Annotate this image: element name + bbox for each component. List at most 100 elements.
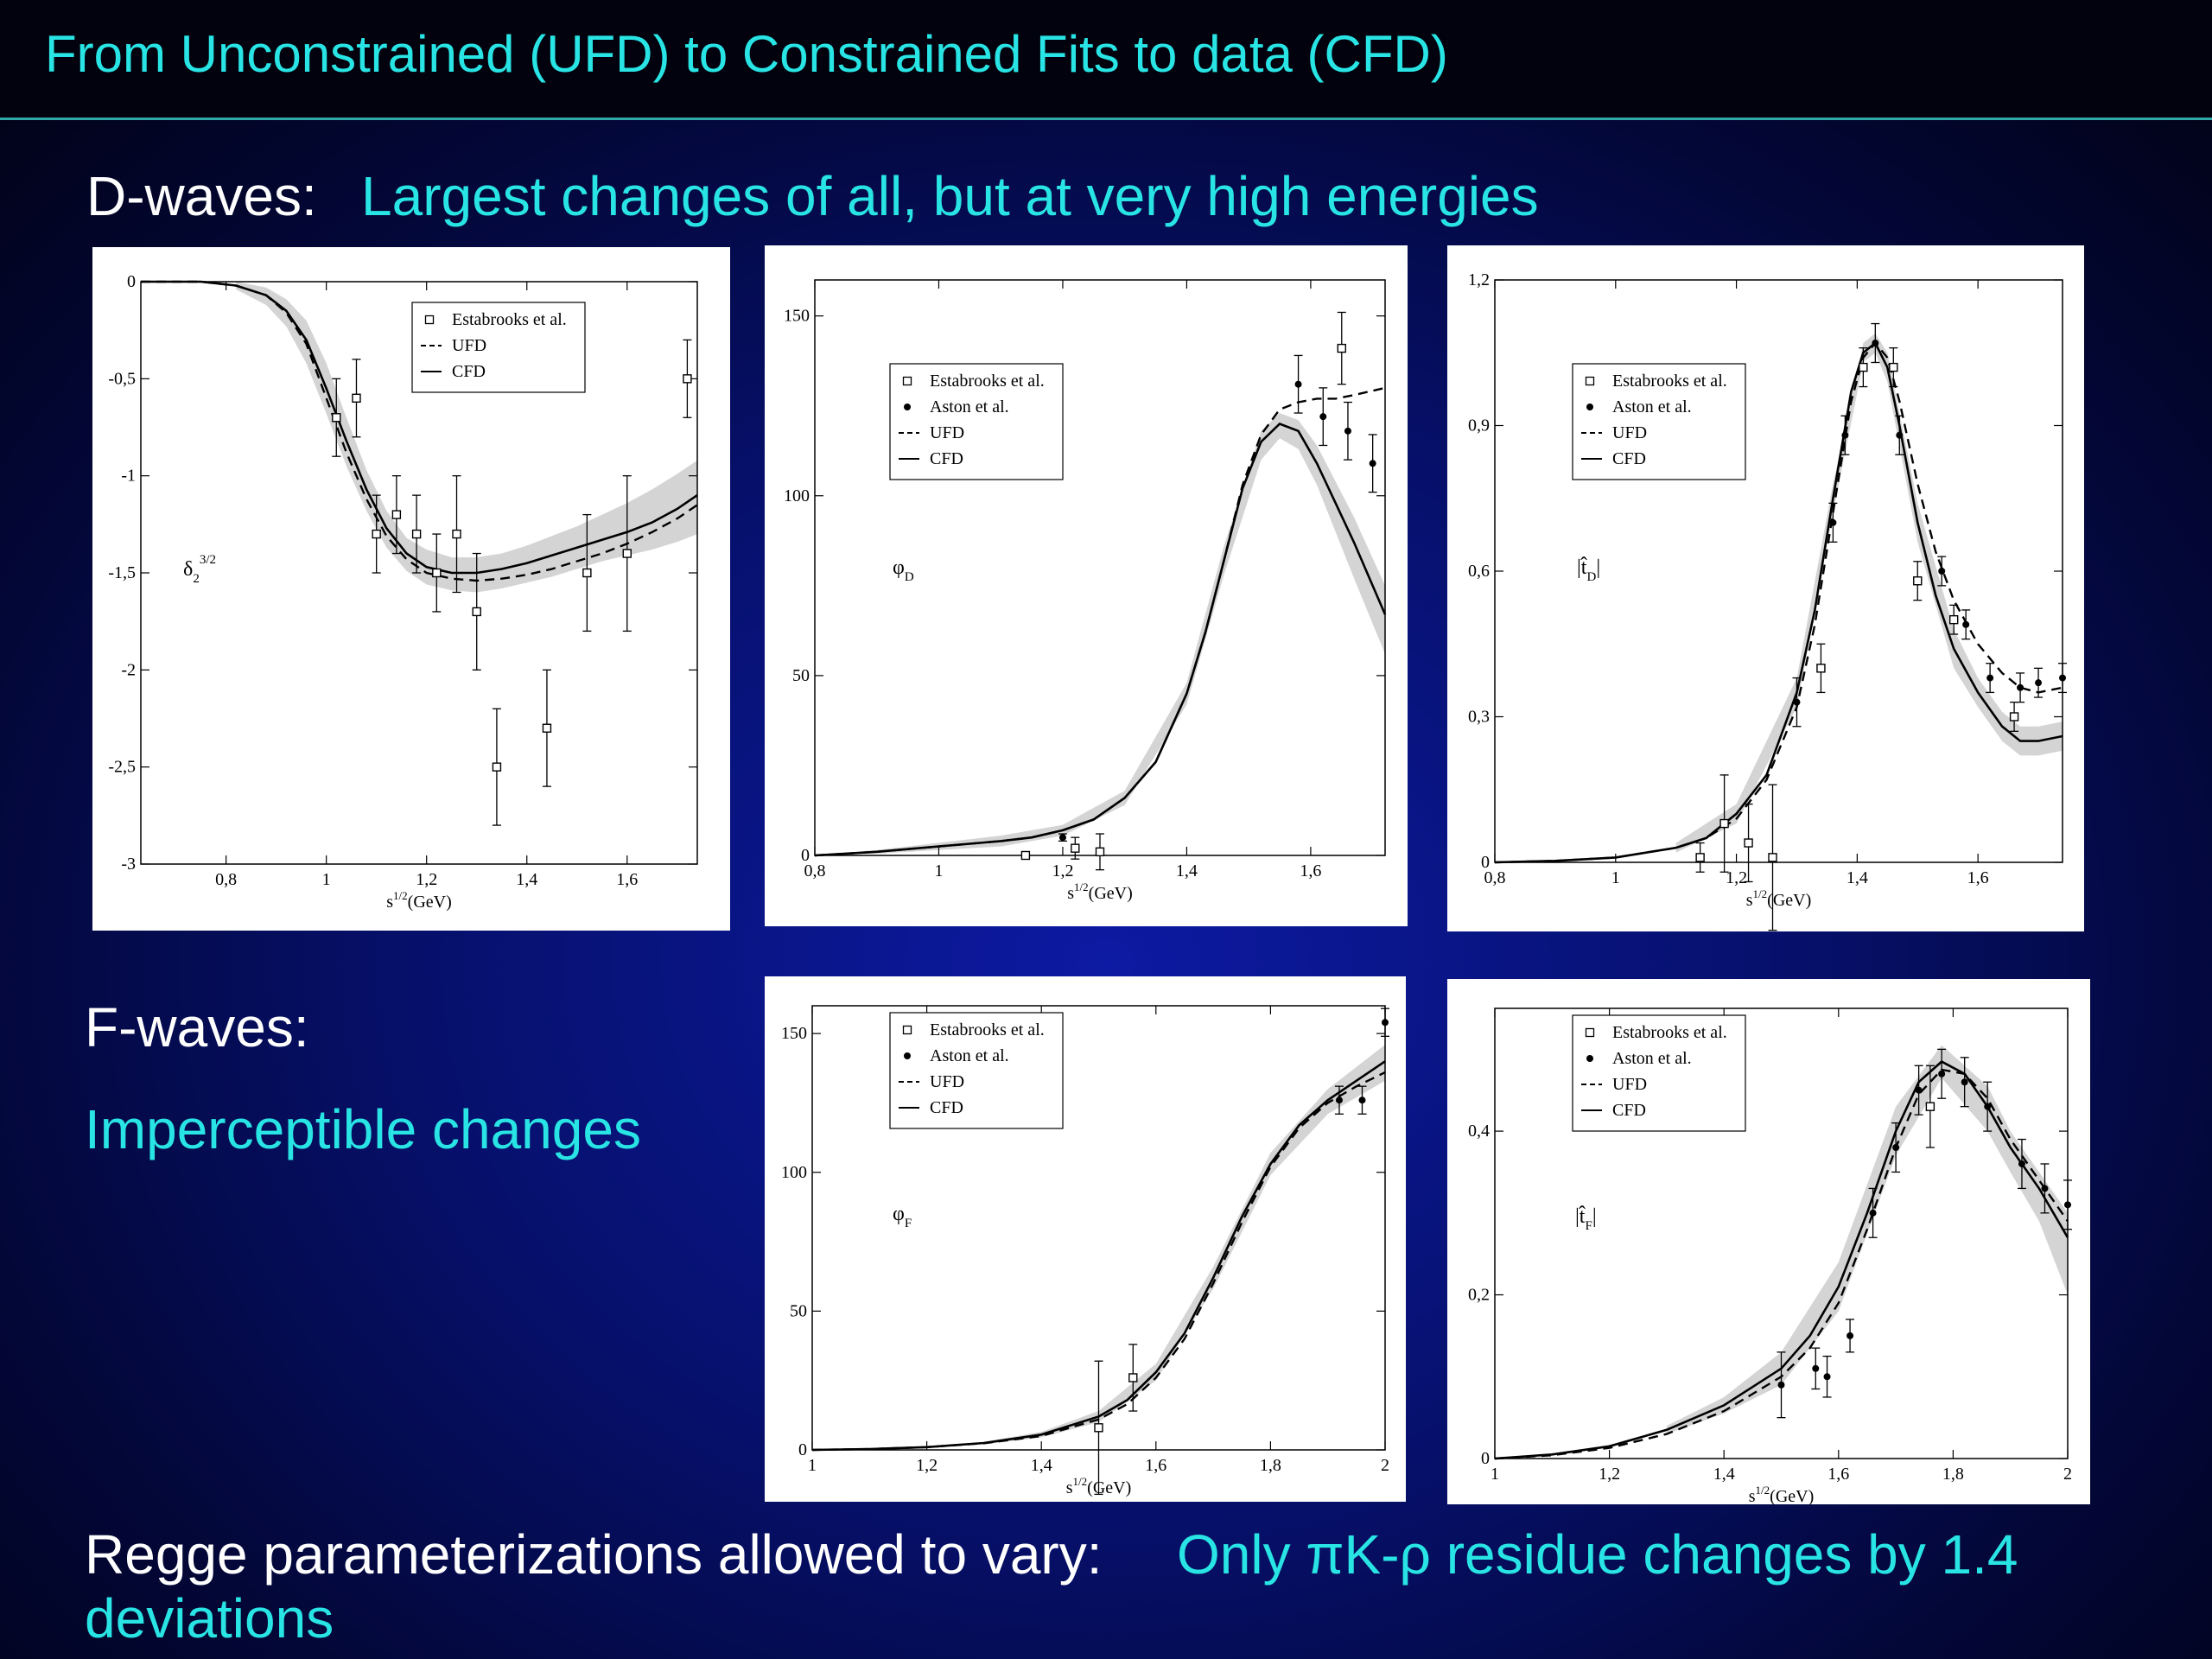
y-tick-label: -3	[121, 855, 136, 874]
aston-data-point	[2034, 667, 2044, 698]
page-title: From Unconstrained (UFD) to Constrained …	[45, 25, 1448, 83]
ufd-curve	[141, 280, 698, 582]
aston-data-point	[1343, 401, 1352, 461]
estabrooks-data-point	[452, 475, 461, 594]
estabrooks-data-point	[391, 475, 402, 555]
x-tick-label: 1,6	[616, 870, 638, 889]
x-axis-label: s1/2(GeV)	[1067, 880, 1133, 903]
dwaves-text: Largest changes of all, but at very high…	[361, 165, 1539, 227]
aston-data-point	[2040, 1163, 2050, 1214]
legend-swatch	[902, 376, 912, 386]
y-axis-label: φF	[893, 1203, 912, 1230]
y-tick-label: 150	[781, 1024, 807, 1043]
ufd-curve	[814, 386, 1386, 857]
estabrooks-data-point	[1337, 311, 1346, 385]
x-tick-label: 1,6	[1300, 861, 1321, 880]
aston-data-point	[1937, 556, 1947, 587]
legend-swatch	[1585, 1027, 1595, 1038]
y-tick-label: 100	[784, 486, 810, 505]
estabrooks-data-point	[372, 494, 381, 574]
aston-data-point	[1777, 1351, 1786, 1419]
legend: Estabrooks et al. Aston et al. UFD CFD	[889, 363, 1064, 480]
x-tick-label: 1,2	[916, 1456, 938, 1475]
legend-label: UFD	[1612, 423, 1647, 442]
x-tick-label: 2	[2063, 1465, 2072, 1484]
legend-label: CFD	[1612, 449, 1646, 468]
legend-label: CFD	[452, 362, 486, 381]
legend-box	[411, 302, 586, 393]
legend-label: Aston et al.	[1612, 397, 1692, 416]
y-axis-label: φD	[893, 556, 914, 584]
aston-data-point	[1792, 677, 1802, 728]
estabrooks-data-point	[1719, 774, 1729, 873]
x-tick-label: 1,2	[1052, 861, 1073, 880]
aston-data-point	[1961, 609, 1971, 640]
aston-data-point	[1294, 354, 1303, 414]
x-tick-label: 1,2	[1726, 868, 1747, 887]
legend-label: CFD	[1612, 1101, 1646, 1120]
legend-label: Estabrooks et al.	[1612, 1023, 1727, 1042]
aston-data-point	[1937, 1048, 1947, 1099]
legend-box	[1572, 1014, 1746, 1132]
legend: Estabrooks et al. Aston et al. UFD CFD	[1572, 363, 1746, 480]
legend-label: Estabrooks et al.	[930, 372, 1045, 391]
aston-data-point	[1828, 502, 1838, 543]
estabrooks-data-point	[1889, 346, 1898, 388]
aston-data-point	[1319, 387, 1328, 447]
legend-swatch	[904, 1052, 911, 1059]
x-axis-label: s1/2(GeV)	[1749, 1484, 1815, 1504]
chart-phi-d-panel: 0,8 1 1,2 1,4 1,6 0 50 100 150 s1/2(GeV) φD Estabro…	[765, 245, 1408, 926]
aston-data-point	[2058, 663, 2067, 694]
legend-swatch	[1585, 376, 1595, 386]
aston-data-point	[2017, 1138, 2026, 1190]
y-tick-label: 0	[798, 1440, 807, 1459]
aston-data-point	[1891, 1122, 1901, 1173]
x-tick-label: 1	[1611, 868, 1620, 887]
legend-swatch	[904, 404, 911, 410]
plot-frame	[1494, 1007, 2069, 1459]
aston-data-point	[1368, 434, 1377, 493]
aston-data-point	[1840, 415, 1850, 455]
x-tick-label: 1,4	[516, 870, 537, 889]
y-tick-label: 0	[127, 272, 136, 291]
y-tick-label: 0,3	[1468, 708, 1490, 727]
footer-label: Regge parameterizations allowed to vary:	[85, 1523, 1103, 1586]
aston-data-point	[1058, 833, 1067, 842]
legend-label: Aston et al.	[930, 1046, 1009, 1065]
ufd-curve	[811, 1071, 1386, 1452]
estabrooks-data-point	[352, 359, 361, 438]
estabrooks-data-point	[1695, 842, 1705, 873]
x-tick-label: 1	[1491, 1465, 1499, 1484]
dwaves-label: D-waves:	[86, 165, 317, 227]
legend-label: CFD	[930, 449, 963, 468]
estabrooks-data-point	[1816, 643, 1826, 694]
y-tick-label: 1,2	[1468, 270, 1490, 289]
chart-delta-d-panel: 0,8 1 1,2 1,4 1,6 0 -0,5 -1 -1,5 -2 -2,5 -3 s1/2(GeV…	[92, 247, 730, 931]
fwaves-text: Imperceptible changes	[85, 1098, 641, 1160]
y-tick-label: 0	[1481, 1449, 1490, 1468]
chart-svg: 1 1,2 1,4 1,6 1,8 2050100150s1/2(GeV)φFEstabr…	[781, 1005, 1389, 1497]
estabrooks-data-point	[1859, 346, 1868, 388]
x-tick-label: 1,8	[1942, 1465, 1964, 1484]
aston-data-point	[1960, 1057, 1969, 1108]
estabrooks-data-point	[332, 378, 341, 457]
x-tick-label: 1,2	[1599, 1465, 1620, 1484]
y-tick-label: 0	[1481, 853, 1490, 872]
y-tick-label: 0,9	[1468, 416, 1490, 435]
y-tick-label: 0,4	[1468, 1122, 1490, 1141]
y-tick-label: -1	[121, 467, 136, 486]
estabrooks-data-point	[1071, 836, 1080, 860]
cfd-curve	[814, 422, 1387, 857]
x-tick-label: 1	[322, 870, 331, 889]
aston-data-point	[1983, 1081, 1993, 1132]
legend-label: Estabrooks et al.	[930, 1020, 1045, 1039]
aston-data-point	[2063, 1179, 2072, 1230]
estabrooks-data-point	[1094, 1360, 1103, 1496]
estabrooks-data-point	[1020, 850, 1031, 861]
aston-data-point	[1334, 1085, 1344, 1115]
y-tick-label: 0,2	[1468, 1286, 1490, 1305]
legend-label: UFD	[930, 1072, 964, 1091]
legend-swatch	[424, 315, 435, 325]
x-tick-label: 0,8	[1484, 868, 1506, 887]
legend-label: Aston et al.	[1612, 1049, 1692, 1068]
